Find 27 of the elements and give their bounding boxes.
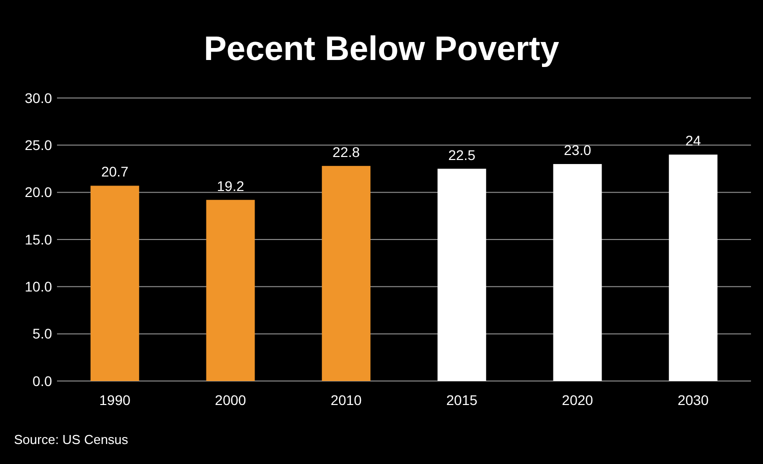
y-tick-label: 5.0 <box>32 326 52 342</box>
bar <box>553 164 602 381</box>
x-tick-label: 2015 <box>446 392 478 408</box>
y-tick-label: 25.0 <box>24 137 52 154</box>
bar <box>206 200 255 381</box>
bar <box>322 166 370 381</box>
x-tick-label: 2000 <box>214 392 246 408</box>
bar <box>90 186 140 381</box>
data-label: 22.8 <box>332 144 360 160</box>
y-tick-label: 30.0 <box>24 90 52 106</box>
data-label: 24 <box>685 132 702 149</box>
data-label: 19.2 <box>216 178 244 194</box>
bar <box>438 168 486 381</box>
bar <box>668 154 718 381</box>
data-label: 20.7 <box>101 164 129 180</box>
source-note: Source: US Census <box>14 432 129 447</box>
y-tick-label: 15.0 <box>24 231 52 248</box>
data-label: 23.0 <box>564 142 592 158</box>
data-label: 22.5 <box>448 146 476 163</box>
x-tick-label: 2010 <box>330 392 362 408</box>
y-tick-label: 0.0 <box>32 372 52 389</box>
x-tick-label: 2020 <box>562 392 594 408</box>
y-tick-label: 20.0 <box>24 184 52 200</box>
chart-title: Pecent Below Poverty <box>204 30 560 68</box>
x-tick-label: 2030 <box>678 392 709 408</box>
y-tick-label: 10.0 <box>24 278 52 295</box>
x-tick-label: 1990 <box>99 392 131 408</box>
